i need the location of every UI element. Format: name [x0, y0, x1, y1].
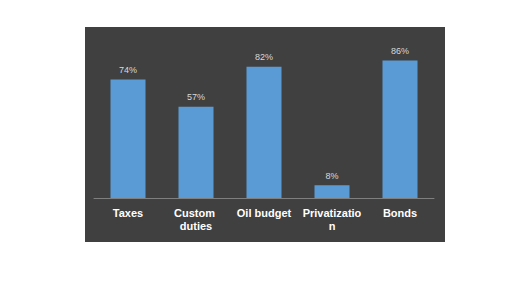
svg-text:57%: 57%: [187, 92, 205, 102]
svg-text:82%: 82%: [255, 52, 273, 62]
svg-text:86%: 86%: [391, 46, 409, 56]
svg-text:Privatizatio: Privatizatio: [303, 207, 362, 219]
svg-text:Custom: Custom: [174, 207, 218, 219]
svg-text:Taxes: Taxes: [113, 207, 143, 219]
svg-text:n: n: [329, 220, 336, 232]
svg-text:Oil budget: Oil budget: [237, 207, 292, 219]
svg-text:duties: duties: [180, 220, 212, 232]
svg-text:74%: 74%: [119, 65, 137, 75]
svg-text:8%: 8%: [325, 171, 338, 181]
svg-text:Bonds: Bonds: [383, 207, 417, 219]
